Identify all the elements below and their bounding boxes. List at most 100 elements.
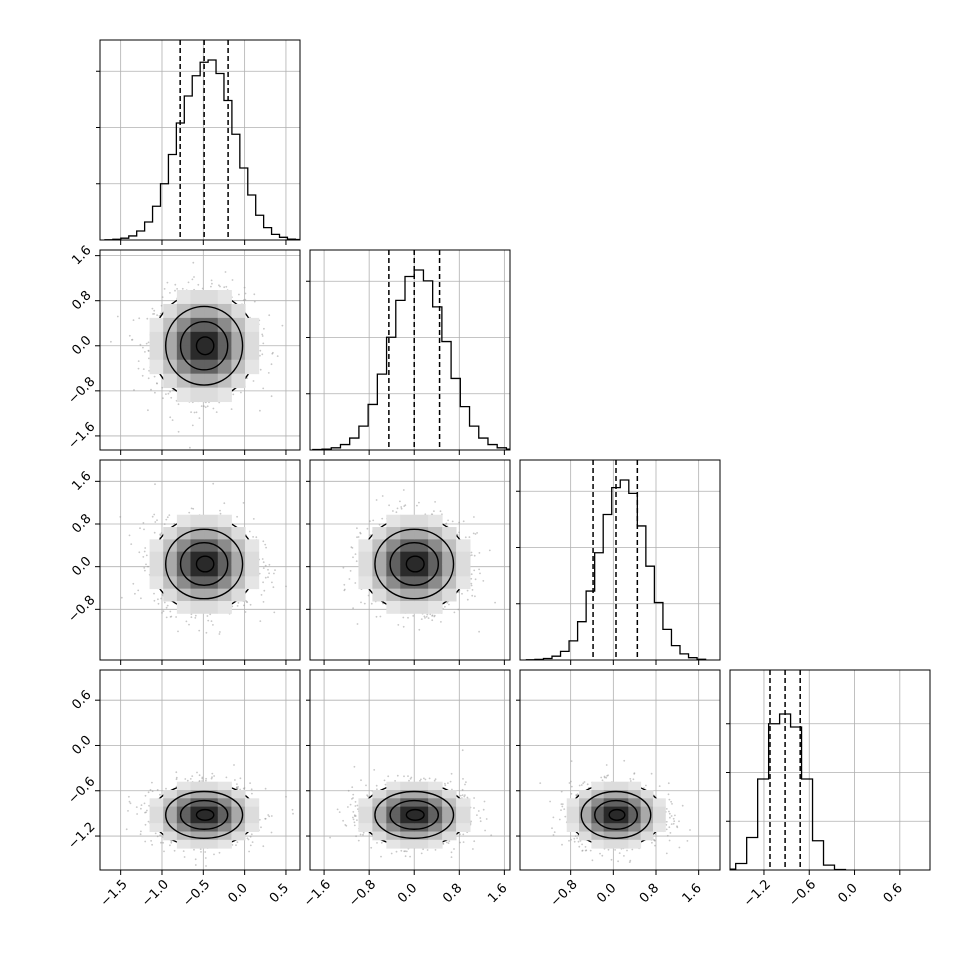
sample-point bbox=[169, 416, 172, 419]
sample-point bbox=[225, 285, 228, 288]
sample-point bbox=[259, 409, 261, 412]
sample-point bbox=[270, 815, 273, 817]
density-cell bbox=[190, 576, 205, 590]
panel-frame bbox=[99, 249, 301, 451]
sample-point bbox=[261, 333, 264, 336]
density-cell bbox=[176, 317, 191, 333]
sample-point bbox=[412, 615, 415, 617]
sample-point bbox=[262, 567, 265, 569]
sample-point bbox=[154, 391, 156, 394]
sample-point bbox=[142, 346, 144, 349]
sample-point bbox=[143, 802, 146, 805]
sample-point bbox=[134, 592, 136, 595]
density-cell bbox=[358, 564, 373, 577]
sample-point bbox=[388, 504, 390, 507]
sample-point bbox=[212, 407, 215, 410]
sample-point bbox=[370, 602, 373, 605]
sample-point bbox=[230, 408, 233, 410]
sample-point bbox=[160, 532, 163, 534]
sample-point bbox=[218, 401, 221, 404]
sample-point bbox=[255, 536, 258, 539]
sample-point bbox=[445, 522, 448, 525]
sample-point bbox=[219, 631, 221, 633]
sample-point bbox=[163, 850, 165, 853]
sample-point bbox=[434, 501, 436, 503]
sample-point bbox=[143, 528, 145, 531]
sample-point bbox=[264, 543, 267, 546]
sample-point bbox=[237, 602, 240, 604]
sample-point bbox=[259, 620, 262, 622]
sample-point bbox=[165, 606, 168, 609]
density-cell bbox=[245, 576, 260, 590]
density-cell bbox=[231, 359, 246, 375]
sample-point bbox=[259, 349, 262, 352]
sample-point bbox=[375, 499, 378, 501]
sample-point bbox=[176, 288, 179, 290]
sample-point bbox=[145, 563, 147, 566]
sample-point bbox=[153, 592, 155, 595]
sample-point bbox=[473, 516, 475, 518]
sample-point bbox=[249, 782, 252, 784]
sample-point bbox=[396, 507, 399, 510]
sample-point bbox=[170, 396, 173, 399]
density-cell bbox=[372, 588, 387, 602]
sample-point bbox=[205, 865, 207, 867]
density-cell bbox=[386, 514, 401, 528]
sample-point bbox=[212, 482, 215, 485]
sample-point bbox=[156, 382, 158, 384]
sample-point bbox=[470, 573, 473, 576]
sample-point bbox=[478, 552, 481, 554]
sample-point bbox=[153, 375, 156, 378]
sample-point bbox=[120, 596, 123, 599]
sample-point bbox=[198, 629, 201, 632]
panel-3-0: −1.2−0.60.00.6−1.5 −1.0 −0.5 0.0 0.5 bbox=[66, 669, 301, 910]
sample-point bbox=[200, 851, 202, 853]
density-cell bbox=[176, 290, 191, 305]
density-cell bbox=[190, 551, 205, 565]
sample-point bbox=[433, 510, 435, 512]
density-cell bbox=[456, 576, 471, 590]
density-cell bbox=[176, 514, 191, 528]
density-cell bbox=[428, 514, 443, 528]
sample-point bbox=[424, 617, 426, 619]
sample-point bbox=[147, 409, 149, 412]
sample-point bbox=[427, 617, 430, 619]
sample-point bbox=[343, 589, 346, 592]
sample-point bbox=[165, 616, 168, 619]
sample-point bbox=[181, 287, 184, 290]
density-cells bbox=[149, 514, 260, 614]
density-cell bbox=[428, 551, 443, 565]
sample-point bbox=[159, 533, 162, 536]
density-area bbox=[110, 261, 284, 449]
sample-point bbox=[153, 309, 156, 312]
sample-point bbox=[140, 830, 142, 833]
sample-point bbox=[473, 569, 476, 572]
sample-point bbox=[161, 593, 164, 596]
sample-point bbox=[218, 633, 221, 635]
density-cell bbox=[217, 373, 232, 389]
sample-point bbox=[161, 386, 164, 389]
density-cell bbox=[400, 588, 415, 602]
sample-point bbox=[458, 521, 460, 524]
sample-point bbox=[402, 489, 405, 491]
density-cell bbox=[204, 359, 219, 375]
density-area bbox=[342, 489, 496, 633]
sample-point bbox=[144, 840, 147, 843]
sample-point bbox=[110, 340, 112, 343]
density-cell bbox=[442, 588, 457, 602]
density-cell bbox=[190, 373, 205, 389]
sample-point bbox=[151, 307, 154, 310]
sample-point bbox=[458, 591, 460, 594]
sample-point bbox=[392, 510, 394, 512]
density-cell bbox=[428, 576, 443, 590]
y-tick-label: 0.0 bbox=[69, 554, 94, 579]
density-cell bbox=[204, 600, 219, 614]
sample-point bbox=[193, 411, 196, 414]
sample-point bbox=[175, 771, 178, 774]
sample-point bbox=[476, 532, 478, 534]
sample-point bbox=[242, 502, 245, 504]
sample-point bbox=[157, 598, 159, 601]
panel-1-1 bbox=[306, 249, 511, 455]
sample-point bbox=[191, 424, 194, 427]
density-cell bbox=[204, 588, 219, 602]
